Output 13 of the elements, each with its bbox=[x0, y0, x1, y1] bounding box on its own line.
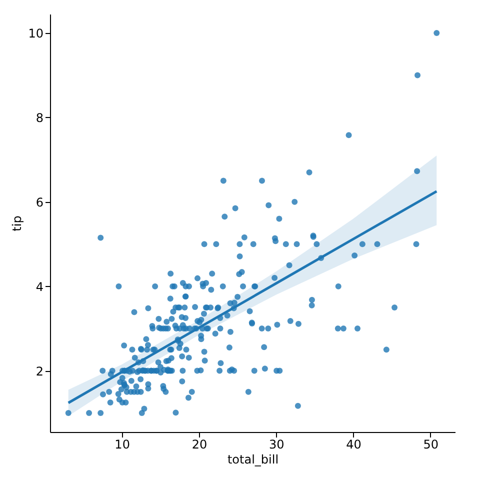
x-tick-label: 50 bbox=[423, 438, 439, 452]
y-tick-label: 6 bbox=[36, 195, 44, 210]
y-tick-label: 10 bbox=[28, 26, 44, 40]
x-tick-label: 10 bbox=[114, 438, 130, 452]
y-tick-label: 8 bbox=[36, 110, 44, 125]
y-tick-label: 4 bbox=[36, 280, 44, 294]
x-tick-label: 40 bbox=[346, 438, 362, 452]
x-tick-label: 20 bbox=[192, 438, 208, 452]
y-axis-title: tip bbox=[10, 216, 24, 232]
line-series bbox=[67, 190, 438, 404]
x-axis-title: total_bill bbox=[227, 452, 279, 466]
x-tick-label: 30 bbox=[268, 438, 284, 452]
y-tick-label: 2 bbox=[36, 364, 44, 378]
